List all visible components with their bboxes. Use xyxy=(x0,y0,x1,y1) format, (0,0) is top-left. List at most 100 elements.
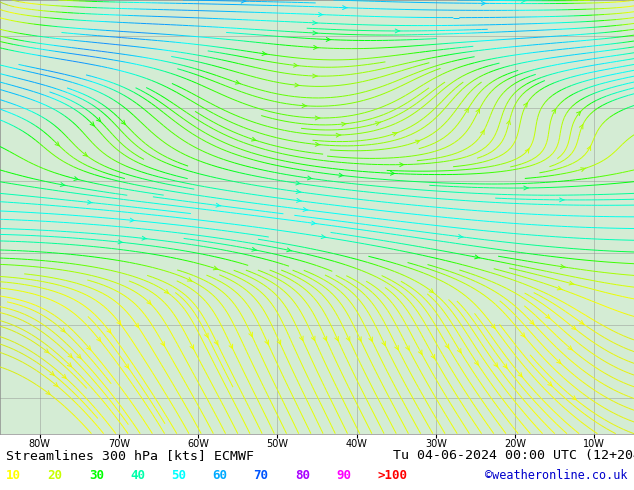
FancyArrowPatch shape xyxy=(458,235,463,239)
FancyArrowPatch shape xyxy=(213,266,219,270)
FancyArrowPatch shape xyxy=(524,186,529,190)
FancyArrowPatch shape xyxy=(346,337,350,341)
FancyArrowPatch shape xyxy=(314,46,318,49)
Text: 90: 90 xyxy=(336,468,351,482)
FancyArrowPatch shape xyxy=(548,382,552,386)
FancyArrowPatch shape xyxy=(315,143,320,146)
FancyArrowPatch shape xyxy=(161,342,164,346)
FancyArrowPatch shape xyxy=(87,200,93,204)
FancyArrowPatch shape xyxy=(327,38,331,41)
FancyArrowPatch shape xyxy=(382,341,385,345)
FancyArrowPatch shape xyxy=(391,172,395,175)
FancyArrowPatch shape xyxy=(557,360,561,364)
FancyArrowPatch shape xyxy=(491,324,495,328)
FancyArrowPatch shape xyxy=(142,236,147,240)
Text: 80: 80 xyxy=(295,468,310,482)
Text: 10: 10 xyxy=(6,468,22,482)
FancyArrowPatch shape xyxy=(342,122,347,126)
FancyArrowPatch shape xyxy=(587,146,591,150)
FancyArrowPatch shape xyxy=(474,361,478,365)
FancyArrowPatch shape xyxy=(311,336,315,341)
FancyArrowPatch shape xyxy=(135,323,138,327)
FancyArrowPatch shape xyxy=(296,190,301,194)
FancyArrowPatch shape xyxy=(569,281,574,285)
FancyArrowPatch shape xyxy=(307,176,313,180)
FancyArrowPatch shape xyxy=(321,235,326,239)
FancyArrowPatch shape xyxy=(214,341,218,345)
FancyArrowPatch shape xyxy=(399,163,404,167)
FancyArrowPatch shape xyxy=(188,277,191,281)
FancyArrowPatch shape xyxy=(476,109,479,113)
FancyArrowPatch shape xyxy=(83,152,87,156)
FancyArrowPatch shape xyxy=(475,255,480,259)
FancyArrowPatch shape xyxy=(579,320,584,324)
FancyArrowPatch shape xyxy=(342,6,347,9)
FancyArrowPatch shape xyxy=(295,83,300,87)
FancyArrowPatch shape xyxy=(522,0,526,2)
FancyArrowPatch shape xyxy=(61,328,65,332)
Text: 60: 60 xyxy=(212,468,228,482)
FancyArrowPatch shape xyxy=(481,130,484,135)
FancyArrowPatch shape xyxy=(265,340,268,344)
FancyArrowPatch shape xyxy=(249,332,252,337)
FancyArrowPatch shape xyxy=(521,333,525,337)
FancyArrowPatch shape xyxy=(60,183,65,186)
FancyArrowPatch shape xyxy=(560,265,566,269)
FancyArrowPatch shape xyxy=(287,248,292,252)
FancyArrowPatch shape xyxy=(406,346,409,350)
FancyArrowPatch shape xyxy=(336,133,341,137)
FancyArrowPatch shape xyxy=(335,336,339,341)
FancyArrowPatch shape xyxy=(130,218,135,222)
FancyArrowPatch shape xyxy=(465,108,469,113)
FancyArrowPatch shape xyxy=(572,325,576,329)
FancyArrowPatch shape xyxy=(216,203,221,207)
FancyArrowPatch shape xyxy=(302,104,307,108)
FancyArrowPatch shape xyxy=(190,345,193,349)
FancyArrowPatch shape xyxy=(311,221,316,225)
FancyArrowPatch shape xyxy=(147,300,151,304)
FancyArrowPatch shape xyxy=(313,31,318,35)
FancyArrowPatch shape xyxy=(358,337,361,341)
FancyArrowPatch shape xyxy=(568,346,572,350)
FancyArrowPatch shape xyxy=(252,247,257,251)
Text: 20: 20 xyxy=(48,468,63,482)
FancyArrowPatch shape xyxy=(297,198,302,202)
FancyArrowPatch shape xyxy=(97,337,101,342)
FancyArrowPatch shape xyxy=(552,109,556,113)
FancyArrowPatch shape xyxy=(74,177,79,180)
FancyArrowPatch shape xyxy=(525,149,529,153)
FancyArrowPatch shape xyxy=(579,124,583,129)
FancyArrowPatch shape xyxy=(395,345,398,350)
FancyArrowPatch shape xyxy=(90,122,94,126)
FancyArrowPatch shape xyxy=(121,120,126,124)
FancyArrowPatch shape xyxy=(229,344,233,348)
FancyArrowPatch shape xyxy=(313,21,318,24)
FancyArrowPatch shape xyxy=(318,13,323,17)
FancyArrowPatch shape xyxy=(369,337,372,342)
FancyArrowPatch shape xyxy=(481,1,486,5)
FancyArrowPatch shape xyxy=(118,240,123,244)
FancyArrowPatch shape xyxy=(164,290,169,294)
FancyArrowPatch shape xyxy=(50,371,54,375)
FancyArrowPatch shape xyxy=(205,333,208,338)
FancyArrowPatch shape xyxy=(503,364,507,368)
FancyArrowPatch shape xyxy=(68,353,72,358)
FancyArrowPatch shape xyxy=(507,121,510,124)
FancyArrowPatch shape xyxy=(252,137,257,141)
FancyArrowPatch shape xyxy=(294,63,299,67)
FancyArrowPatch shape xyxy=(107,329,111,333)
Text: Streamlines 300 hPa [kts] ECMWF: Streamlines 300 hPa [kts] ECMWF xyxy=(6,449,254,463)
FancyArrowPatch shape xyxy=(576,111,581,116)
FancyArrowPatch shape xyxy=(299,336,303,341)
FancyArrowPatch shape xyxy=(55,142,59,146)
FancyArrowPatch shape xyxy=(581,168,586,172)
Text: >100: >100 xyxy=(377,468,407,482)
FancyArrowPatch shape xyxy=(530,320,534,324)
FancyArrowPatch shape xyxy=(296,181,301,185)
FancyArrowPatch shape xyxy=(546,315,550,318)
FancyArrowPatch shape xyxy=(77,354,81,358)
FancyArrowPatch shape xyxy=(518,372,522,377)
Text: ©weatheronline.co.uk: ©weatheronline.co.uk xyxy=(485,468,628,482)
FancyArrowPatch shape xyxy=(395,29,400,33)
Text: Tu 04-06-2024 00:00 UTC (12+204): Tu 04-06-2024 00:00 UTC (12+204) xyxy=(393,449,634,463)
